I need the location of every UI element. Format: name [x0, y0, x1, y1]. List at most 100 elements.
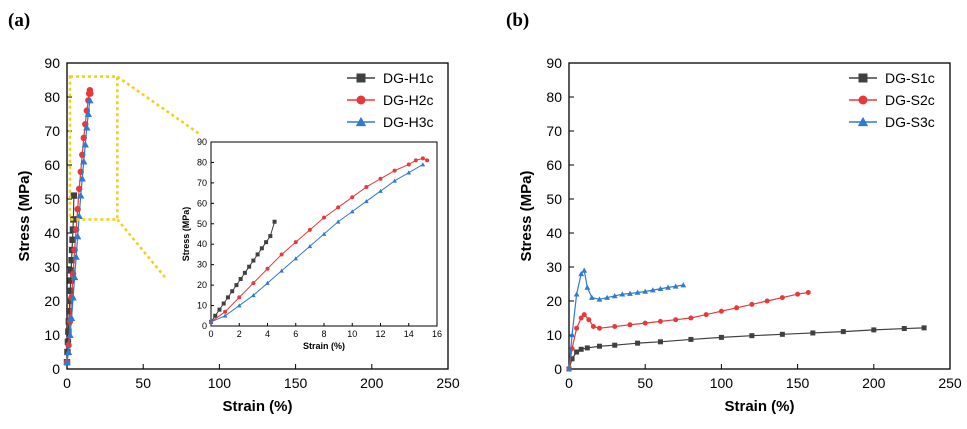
inset-series-2-point	[364, 184, 369, 189]
inset-series-2-point	[251, 281, 256, 286]
series-1-point	[635, 340, 641, 346]
series-1-point	[612, 342, 618, 348]
series-3-point	[73, 232, 82, 240]
series-1-point	[69, 236, 76, 243]
y-tick-label: 40	[44, 225, 60, 241]
series-1-point	[65, 328, 72, 335]
inset-series-1-point	[234, 283, 239, 288]
series-3-point	[581, 267, 588, 273]
series-1-point	[578, 346, 584, 352]
inset-series-line-1	[210, 221, 276, 323]
series-3-point	[80, 157, 88, 165]
x-axis-title: Strain (%)	[222, 398, 292, 415]
inset-series-1-point	[251, 258, 256, 263]
series-2-point	[779, 295, 785, 301]
y-axis-title: Stress (MPa)	[16, 171, 33, 262]
inset-series-3-point	[321, 231, 327, 236]
inset-y-tick-label: 20	[197, 280, 207, 290]
series-2-point	[764, 298, 770, 304]
plot-frame	[66, 62, 449, 370]
series-line-1	[568, 327, 925, 370]
series-2-point	[734, 305, 740, 311]
inset-y-tick-label: 80	[197, 157, 207, 167]
y-tick-label: 10	[546, 327, 562, 343]
series-3-point	[657, 285, 664, 292]
legend-label-3: DG-H3c	[383, 114, 434, 130]
inset-series-1-point	[238, 276, 243, 281]
inset-x-tick-label: 16	[432, 329, 442, 339]
inset-series-1-point	[225, 295, 230, 300]
x-tick-label: 200	[862, 375, 886, 391]
legend-marker-1	[356, 73, 366, 83]
legend-label-2: DG-H2c	[383, 92, 434, 108]
series-2-point	[657, 318, 663, 324]
series-2-point	[749, 301, 755, 307]
y-tick-label: 0	[554, 361, 562, 377]
series-3-point	[619, 291, 626, 297]
inset-series-1-point	[213, 313, 218, 318]
inset-series-1-point	[247, 264, 252, 269]
x-tick-label: 150	[786, 375, 810, 391]
series-3-point	[69, 293, 77, 301]
y-tick-label: 50	[44, 191, 60, 207]
series-1-point	[840, 329, 846, 335]
legend-marker-3	[355, 116, 367, 127]
series-3-point	[75, 212, 83, 219]
inset-series-3-point	[251, 293, 256, 298]
series-2-point	[703, 312, 709, 318]
inset-x-tick-label: 10	[347, 329, 357, 339]
x-tick-label: 200	[360, 375, 384, 391]
legend-label-1: DG-S1c	[885, 70, 935, 86]
x-tick-label: 150	[284, 375, 308, 391]
inset-y-tick-label: 10	[197, 301, 207, 311]
series-3-point	[78, 174, 86, 182]
series-1-point	[596, 343, 602, 349]
inset-y-tick-label: 90	[197, 137, 207, 147]
inset-series-2-point	[406, 162, 411, 167]
inset-series-1-point	[221, 301, 226, 306]
series-3-point	[566, 366, 572, 372]
y-tick-label: 40	[546, 225, 562, 241]
y-tick-label: 20	[546, 293, 562, 309]
series-1-point	[68, 257, 75, 264]
inset-series-2-point	[392, 168, 397, 173]
inset-y-tick-label: 60	[197, 198, 207, 208]
inset-series-1-point	[242, 270, 247, 275]
series-2-point	[581, 312, 587, 318]
y-tick-label: 60	[44, 157, 60, 173]
inset-series-1-point	[268, 234, 273, 239]
chart-panel-b: 0 50 100 150 200 250 0 10 20 30 40 50 60 70 80 90 Strain…	[518, 55, 962, 415]
y-tick-label: 90	[546, 55, 562, 71]
legend-marker-2	[356, 95, 366, 105]
series-3-point	[86, 96, 94, 104]
series-line-2	[568, 291, 809, 370]
inset-series-3-point	[406, 170, 412, 175]
inset-series-3-point	[208, 319, 214, 324]
inset-x-tick-label: 4	[265, 329, 270, 339]
series-2-point	[795, 291, 801, 297]
series-3-point	[77, 191, 85, 199]
inset-series-3-point	[265, 280, 270, 285]
x-tick-label: 100	[710, 375, 734, 391]
y-tick-label: 20	[44, 293, 60, 309]
series-3-point	[83, 123, 91, 131]
series-2-point	[578, 315, 584, 321]
inset-x-tick-label: 14	[404, 329, 414, 339]
series-3-point	[67, 314, 76, 321]
series-2-point	[673, 317, 679, 323]
inset-series-3-point	[364, 198, 369, 204]
series-2-point	[590, 324, 596, 329]
legend-marker-2	[858, 95, 868, 105]
chart-panel-a: 0 50 100 150 200 2500102030405060708090Strain…	[16, 55, 460, 415]
series-2-point	[805, 290, 811, 295]
inset-series-1-point	[272, 219, 277, 224]
inset-x-tick-label: 6	[293, 329, 298, 339]
series-3-point	[604, 294, 610, 300]
series-3-point	[649, 287, 656, 293]
y-tick-label: 70	[44, 123, 60, 139]
series-3-point	[584, 284, 591, 290]
inset-series-line-3	[210, 164, 424, 323]
plot-frame	[568, 62, 951, 370]
legend-marker-3	[857, 116, 869, 127]
series-3-point	[627, 290, 633, 296]
